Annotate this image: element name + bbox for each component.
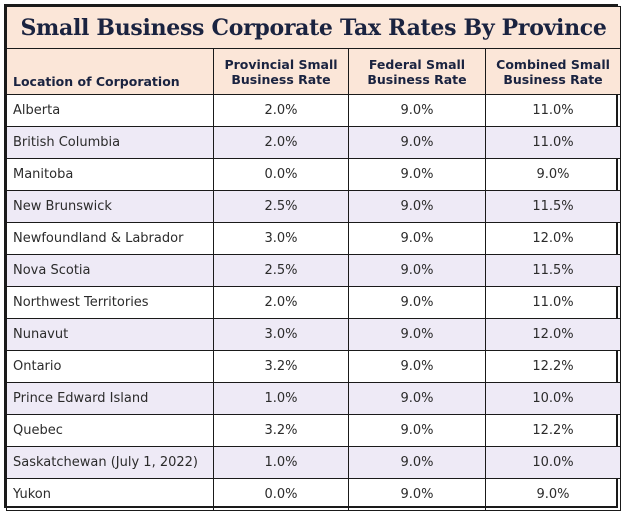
federal-rate-cell: 9.0% [348,446,486,479]
location-cell: Newfoundland & Labrador [6,222,214,255]
table-row: New Brunswick 2.5% 9.0% 11.5% [6,190,622,223]
provincial-rate-cell: 3.2% [213,414,349,447]
federal-rate-cell: 9.0% [348,254,486,287]
table-row: Prince Edward Island 1.0% 9.0% 10.0% [6,382,622,415]
combined-rate-cell: 12.2% [484,414,622,447]
federal-rate-cell: 9.0% [348,94,486,127]
location-cell: Alberta [6,94,214,127]
table-row: Saskatchewan (July 1, 2022) 1.0% 9.0% 10.0% [6,446,622,479]
header-location: Location of Corporation [6,48,214,95]
location-cell: Quebec [6,414,214,447]
federal-rate-cell: 9.0% [348,158,486,191]
table-row: Manitoba 0.0% 9.0% 9.0% [6,158,622,191]
table-row: Ontario 3.2% 9.0% 12.2% [6,350,622,383]
location-cell: Yukon [6,478,214,511]
location-cell: Manitoba [6,158,214,191]
tax-rate-table-container: Small Business Corporate Tax Rates By Pr… [4,4,622,511]
combined-rate-cell: 11.5% [484,254,622,287]
table-title: Small Business Corporate Tax Rates By Pr… [5,6,622,49]
table-row: British Columbia 2.0% 9.0% 11.0% [6,126,622,159]
combined-rate-cell: 12.0% [484,222,622,255]
combined-rate-cell: 12.2% [484,350,622,383]
table-row: Alberta 2.0% 9.0% 11.0% [6,94,622,127]
federal-rate-cell: 9.0% [348,350,486,383]
combined-rate-cell: 9.0% [484,158,622,191]
table-row: Northwest Territories 2.0% 9.0% 11.0% [6,286,622,319]
title-row: Small Business Corporate Tax Rates By Pr… [5,6,622,49]
table-row: Nova Scotia 2.5% 9.0% 11.5% [6,254,622,287]
location-cell: Saskatchewan (July 1, 2022) [6,446,214,479]
location-cell: Nova Scotia [6,254,214,287]
table-body: Alberta 2.0% 9.0% 11.0% British Columbia 2.0%… [6,94,622,511]
provincial-rate-cell: 0.0% [213,158,349,191]
table-row: Yukon 0.0% 9.0% 9.0% [6,478,622,511]
header-provincial-rate: Provincial Small Business Rate [213,48,349,95]
header-federal-rate: Federal Small Business Rate [348,48,486,95]
federal-rate-cell: 9.0% [348,478,486,511]
table-row: Nunavut 3.0% 9.0% 12.0% [6,318,622,351]
location-cell: British Columbia [6,126,214,159]
location-cell: Nunavut [6,318,214,351]
location-cell: Prince Edward Island [6,382,214,415]
federal-rate-cell: 9.0% [348,382,486,415]
location-cell: New Brunswick [6,190,214,223]
combined-rate-cell: 11.5% [484,190,622,223]
combined-rate-cell: 10.0% [484,382,622,415]
provincial-rate-cell: 2.0% [213,126,349,159]
provincial-rate-cell: 1.0% [213,446,349,479]
provincial-rate-cell: 1.0% [213,382,349,415]
provincial-rate-cell: 3.2% [213,350,349,383]
provincial-rate-cell: 2.5% [213,254,349,287]
federal-rate-cell: 9.0% [348,222,486,255]
provincial-rate-cell: 2.0% [213,94,349,127]
combined-rate-cell: 11.0% [484,126,622,159]
federal-rate-cell: 9.0% [348,126,486,159]
federal-rate-cell: 9.0% [348,190,486,223]
combined-rate-cell: 10.0% [484,446,622,479]
combined-rate-cell: 11.0% [484,286,622,319]
federal-rate-cell: 9.0% [348,414,486,447]
header-combined-rate: Combined Small Business Rate [484,48,622,95]
tax-rate-table: Small Business Corporate Tax Rates By Pr… [5,6,622,511]
location-cell: Ontario [6,350,214,383]
federal-rate-cell: 9.0% [348,318,486,351]
table-row: Quebec 3.2% 9.0% 12.2% [6,414,622,447]
table-row: Newfoundland & Labrador 3.0% 9.0% 12.0% [6,222,622,255]
provincial-rate-cell: 2.0% [213,286,349,319]
combined-rate-cell: 11.0% [484,94,622,127]
provincial-rate-cell: 3.0% [213,222,349,255]
provincial-rate-cell: 0.0% [213,478,349,511]
header-row: Location of Corporation Provincial Small… [6,48,622,95]
combined-rate-cell: 12.0% [484,318,622,351]
combined-rate-cell: 9.0% [484,478,622,511]
provincial-rate-cell: 3.0% [213,318,349,351]
federal-rate-cell: 9.0% [348,286,486,319]
provincial-rate-cell: 2.5% [213,190,349,223]
location-cell: Northwest Territories [6,286,214,319]
